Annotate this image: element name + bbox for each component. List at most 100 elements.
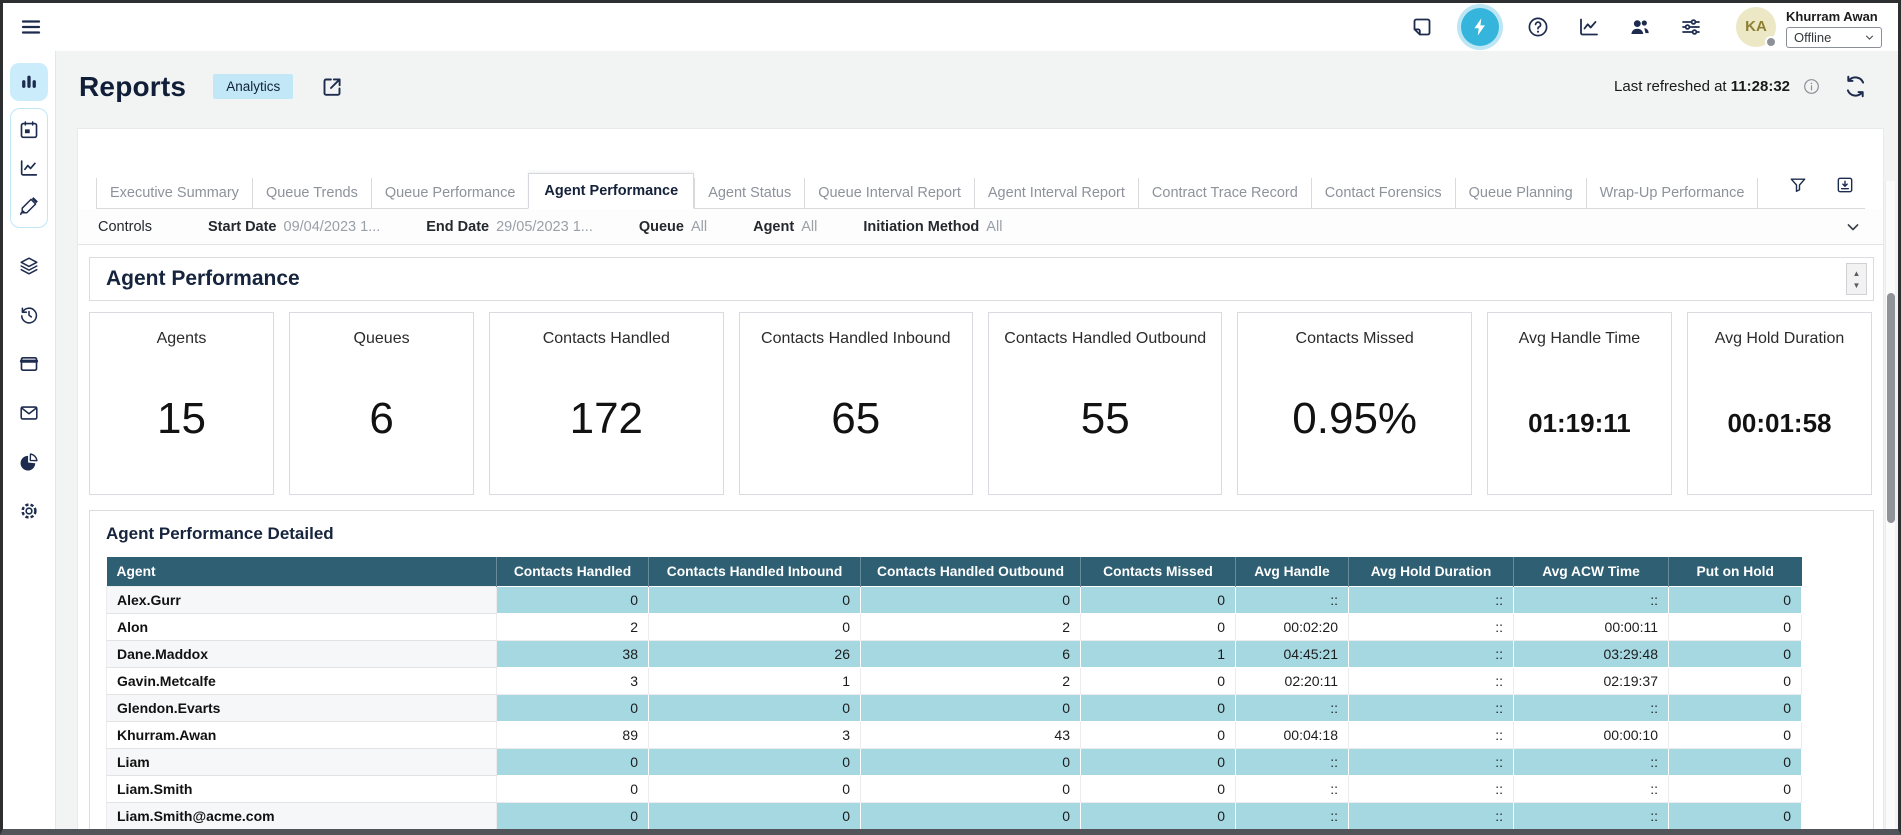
users-icon[interactable] <box>1628 15 1652 39</box>
tab-agent-interval-report[interactable]: Agent Interval Report <box>973 178 1138 208</box>
tab-agent-status[interactable]: Agent Status <box>694 178 804 208</box>
spinner-stepper[interactable]: ▲ ▼ <box>1846 263 1867 295</box>
calendar-icon[interactable] <box>18 119 40 141</box>
filter-end-date[interactable]: End Date 29/05/2023 1... <box>426 219 593 235</box>
chevron-down-icon[interactable] <box>1843 217 1863 237</box>
kpi-value: 65 <box>831 394 881 443</box>
tab-queue-planning[interactable]: Queue Planning <box>1454 178 1586 208</box>
value-cell: 0 <box>1668 640 1802 668</box>
menu-icon[interactable] <box>19 15 43 39</box>
spinner-down-icon: ▼ <box>1852 280 1861 290</box>
layers-icon[interactable] <box>18 255 40 277</box>
refresh-cluster: Last refreshed at 11:28:32 <box>1614 74 1868 99</box>
kpi-value: 6 <box>369 394 394 443</box>
top-bar: KA Khurram Awan Offline <box>3 3 1898 51</box>
kpi-label: Contacts Handled Inbound <box>761 330 951 347</box>
sliders-icon[interactable] <box>1679 15 1703 39</box>
download-icon[interactable] <box>1835 175 1855 195</box>
flash-icon[interactable] <box>1461 8 1499 46</box>
kpi-card-contacts-missed: Contacts Missed 0.95% <box>1237 312 1472 495</box>
column-header-avg-acw-time[interactable]: Avg ACW Time <box>1513 557 1669 587</box>
value-cell: 0 <box>1668 613 1802 641</box>
sidebar <box>3 51 56 829</box>
filter-queue[interactable]: Queue All <box>639 219 707 235</box>
value-cell: 38 <box>496 640 649 668</box>
metrics-icon[interactable] <box>1577 15 1601 39</box>
value-cell: 0 <box>1080 613 1236 641</box>
last-refreshed-label: Last refreshed at <box>1614 78 1727 95</box>
tab-wrap-up-performance[interactable]: Wrap-Up Performance <box>1585 178 1759 208</box>
tab-contact-forensics[interactable]: Contact Forensics <box>1310 178 1455 208</box>
agent-name-cell: Glendon.Evarts <box>106 694 497 722</box>
value-cell: 2 <box>496 613 649 641</box>
line-chart-icon[interactable] <box>18 157 40 179</box>
controls-bar: Controls Start Date 09/04/2023 1... End Da… <box>78 209 1883 245</box>
tab-queue-trends[interactable]: Queue Trends <box>251 178 371 208</box>
external-link-icon[interactable] <box>320 75 344 99</box>
gear-icon[interactable] <box>18 500 40 522</box>
status-select[interactable]: Offline <box>1786 26 1882 48</box>
column-header-agent[interactable]: Agent <box>106 557 497 587</box>
tab-executive-summary[interactable]: Executive Summary <box>96 178 252 208</box>
page-title: Reports <box>79 70 187 102</box>
value-cell: 6 <box>860 640 1081 668</box>
kpi-card-contacts-handled-outbound: Contacts Handled Outbound 55 <box>988 312 1223 495</box>
kpi-label: Queues <box>353 330 410 347</box>
value-cell: 0 <box>1668 586 1802 614</box>
table-row[interactable]: Glendon.Evarts 0 0 0 0:::::: 0 <box>106 694 1802 722</box>
last-refreshed-text: Last refreshed at 11:28:32 <box>1614 78 1790 95</box>
value-cell: 0 <box>648 694 861 722</box>
status-dot <box>1765 35 1777 48</box>
design-icon[interactable] <box>18 195 40 217</box>
help-icon[interactable] <box>1526 15 1550 39</box>
value-cell: 0 <box>648 586 861 614</box>
filter-start-date[interactable]: Start Date 09/04/2023 1... <box>208 219 380 235</box>
table-row[interactable]: Liam.Smith@acme.com 0 0 0 0:::::: 0 <box>106 802 1802 829</box>
filter-icon[interactable] <box>1788 175 1808 195</box>
kpi-value: 15 <box>157 394 206 443</box>
table-row[interactable]: Alex.Gurr 0 0 0 0:::::: 0 <box>106 586 1802 614</box>
avatar[interactable]: KA <box>1736 6 1777 48</box>
value-cell: 26 <box>648 640 861 668</box>
notes-icon[interactable] <box>1410 15 1434 39</box>
controls-label: Controls <box>98 218 152 235</box>
column-header-contacts-handled-inbound[interactable]: Contacts Handled Inbound <box>648 557 861 587</box>
analytics-badge[interactable]: Analytics <box>213 74 294 99</box>
refresh-icon[interactable] <box>1843 74 1868 99</box>
section-title: Agent Performance <box>106 267 300 290</box>
window-icon[interactable] <box>18 353 40 375</box>
bar-chart-icon <box>18 71 40 93</box>
kpi-row: Agents 15 Queues 6 Contacts Handled 172 Contac… <box>89 312 1872 495</box>
table-row[interactable]: Dane.Maddox 38 26 6 1 04:45:21:: 03:29:48 0 <box>106 640 1802 668</box>
info-icon[interactable] <box>1802 77 1821 96</box>
table-row[interactable]: Liam 0 0 0 0:::::: 0 <box>106 748 1802 776</box>
table-row[interactable]: Alon 2 0 2 0 00:02:20:: 00:00:11 0 <box>106 613 1802 641</box>
column-header-contacts-handled-outbound[interactable]: Contacts Handled Outbound <box>860 557 1081 587</box>
table-row[interactable]: Gavin.Metcalfe 3 1 2 0 02:20:11:: 02:19:37 0 <box>106 667 1802 695</box>
column-header-avg-hold-duration[interactable]: Avg Hold Duration <box>1348 557 1514 587</box>
tab-queue-performance[interactable]: Queue Performance <box>370 178 529 208</box>
value-cell: 0 <box>648 748 861 776</box>
column-header-contacts-handled[interactable]: Contacts Handled <box>496 557 649 587</box>
tab-contract-trace-record[interactable]: Contract Trace Record <box>1137 178 1311 208</box>
column-header-contacts-missed[interactable]: Contacts Missed <box>1080 557 1236 587</box>
vertical-scrollbar[interactable] <box>1885 181 1895 829</box>
pie-chart-icon[interactable] <box>18 451 40 473</box>
tab-agent-performance[interactable]: Agent Performance <box>528 173 695 209</box>
scrollbar-thumb[interactable] <box>1887 293 1895 523</box>
table-row[interactable]: Khurram.Awan 89 3 43 0 00:04:18:: 00:00:10 0 <box>106 721 1802 749</box>
filter-initiation-method[interactable]: Initiation Method All <box>863 219 1002 235</box>
sidebar-item-bar-chart[interactable] <box>10 63 48 101</box>
mail-icon[interactable] <box>18 402 40 424</box>
agent-name-cell: Gavin.Metcalfe <box>106 667 497 695</box>
value-cell: :: <box>1348 775 1514 803</box>
column-header-put-on-hold[interactable]: Put on Hold <box>1668 557 1802 587</box>
tab-queue-interval-report[interactable]: Queue Interval Report <box>804 178 974 208</box>
value-cell: 0 <box>1668 667 1802 695</box>
filter-label: Start Date <box>208 218 277 235</box>
kpi-card-queues: Queues 6 <box>289 312 475 495</box>
table-row[interactable]: Liam.Smith 0 0 0 0:::::: 0 <box>106 775 1802 803</box>
history-icon[interactable] <box>18 304 40 326</box>
filter-agent[interactable]: Agent All <box>753 219 817 235</box>
column-header-avg-handle[interactable]: Avg Handle <box>1235 557 1349 587</box>
